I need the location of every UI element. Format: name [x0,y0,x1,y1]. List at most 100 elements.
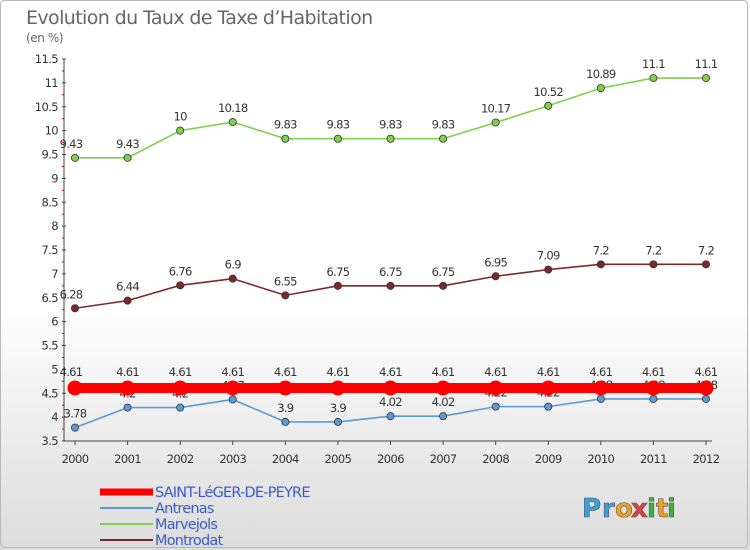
data-point [386,134,395,143]
y-tick-label: 9.5 [42,148,59,162]
x-tick-label: 2009 [535,452,562,466]
series-layer: 9.43 9.43 10 10.18 9.83 9.83 9.83 9.83 10.17 10.5… [60,57,718,432]
data-point [120,380,136,396]
data-label: 3.9 [330,401,347,415]
x-tick-label: 2001 [114,452,141,466]
series-saint-l-ger-de-peyre: 4.61 4.61 4.61 4.61 4.61 4.61 4.61 4.61 4.61 4.61… [60,365,718,396]
data-point [386,281,395,290]
data-point [491,118,500,127]
y-tick-label: 5.5 [42,339,59,353]
data-point [596,260,605,269]
data-label: 4.61 [221,365,244,379]
data-point [123,153,132,162]
y-tick-label: 7.5 [42,243,59,257]
data-label: 11.1 [695,57,718,71]
data-point [439,412,448,421]
y-tick-label: 8.5 [42,195,59,209]
data-point [439,134,448,143]
data-label: 4.61 [589,365,612,379]
data-point [544,402,553,411]
data-point [439,281,448,290]
logo-letter: o [615,494,634,524]
x-tick-label: 2000 [62,452,89,466]
y-tick-label: 8 [51,219,58,233]
y-tick-label: 3.5 [42,434,59,448]
chart-unit-label: (en %) [26,31,63,45]
data-label: 4.02 [432,395,455,409]
y-tick-label: 4 [51,410,58,424]
data-point [593,380,609,396]
data-label: 6.95 [484,255,507,269]
data-label: 9.83 [379,118,402,132]
data-point [281,134,290,143]
data-label: 7.2 [645,243,662,257]
data-label: 9.43 [116,137,139,151]
data-label: 7.2 [698,243,715,257]
data-point [71,423,80,432]
data-label: 3.78 [64,407,87,421]
data-label: 4.02 [379,395,402,409]
data-label: 4.61 [327,365,350,379]
x-tick-label: 2002 [167,452,194,466]
y-tick-label: 11 [45,76,59,90]
data-label: 9.83 [274,118,297,132]
data-point [383,380,398,396]
y-tick-label: 4.5 [42,386,59,400]
logo-letter: P [582,494,602,524]
data-point [281,417,290,426]
data-point [228,395,237,404]
data-point [702,394,711,403]
data-point [649,74,658,83]
data-label: 6.44 [116,280,139,294]
y-tick-label: 10 [45,124,59,138]
data-point [491,272,500,281]
data-point [544,101,553,110]
data-point [386,412,395,421]
data-label: 3.9 [277,401,294,415]
data-point [649,260,658,269]
logo-letter: t [656,494,669,524]
data-label: 4.61 [642,365,665,379]
data-label: 4.61 [116,365,139,379]
data-point [333,417,342,426]
data-label: 10 [174,110,188,124]
y-tick-label: 11.5 [35,52,58,66]
legend: SAINT-LéGER-DE-PEYREAntrenasMarvejolsMon… [100,485,311,549]
data-point [123,296,132,305]
data-label: 6.28 [60,287,83,301]
data-point [176,281,185,290]
data-label: 9.43 [60,137,83,151]
data-point [491,402,500,411]
x-tick-label: 2006 [377,452,404,466]
y-tick-label: 6.5 [42,291,59,305]
x-tick-label: 2007 [430,452,457,466]
legend-label: Antrenas [155,501,214,517]
data-point [702,74,711,83]
data-label: 10.18 [218,101,248,115]
data-label: 11.1 [642,57,665,71]
logo-letter: r [602,494,616,524]
data-point [281,291,290,300]
data-point [540,380,556,396]
data-point [228,118,237,127]
x-tick-label: 2010 [587,452,614,466]
y-tick-label: 5 [51,362,58,376]
data-point [225,380,241,396]
data-label: 10.17 [481,102,511,116]
data-point [228,274,237,283]
data-point [333,134,342,143]
x-tick-label: 2008 [482,452,509,466]
data-label: 9.83 [432,118,455,132]
y-tick-label: 10.5 [35,100,58,114]
data-point [123,403,132,412]
data-label: 4.61 [695,365,718,379]
data-label: 4.61 [537,365,560,379]
data-label: 4.61 [169,365,192,379]
legend-label: SAINT-LéGER-DE-PEYRE [155,485,310,501]
data-label: 6.75 [379,265,402,279]
data-point [277,380,293,396]
data-point [67,380,83,396]
legend-label: Marvejols [155,517,217,533]
